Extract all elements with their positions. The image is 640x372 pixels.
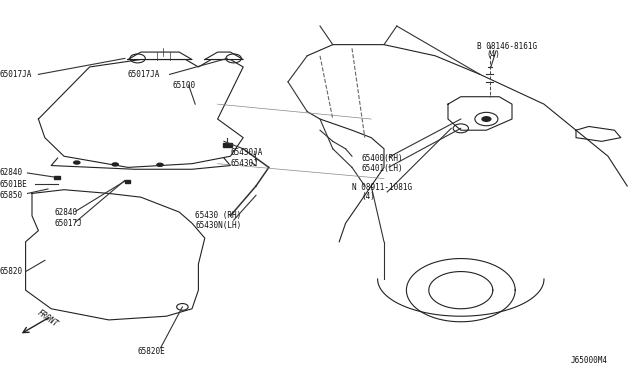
- Text: 65820E: 65820E: [138, 347, 165, 356]
- Text: (4): (4): [362, 192, 376, 201]
- Polygon shape: [54, 176, 60, 179]
- Circle shape: [111, 162, 119, 167]
- Circle shape: [481, 116, 492, 122]
- Text: FRONT: FRONT: [35, 309, 60, 329]
- Text: 65100: 65100: [173, 81, 196, 90]
- Text: 65401(LH): 65401(LH): [362, 164, 403, 173]
- Circle shape: [73, 160, 81, 165]
- Text: 65430N(LH): 65430N(LH): [195, 221, 241, 230]
- Polygon shape: [125, 180, 130, 183]
- Text: 65017JA: 65017JA: [0, 70, 33, 79]
- Text: 65017J: 65017J: [54, 219, 82, 228]
- Text: 65400(RH): 65400(RH): [362, 154, 403, 163]
- Text: 65850: 65850: [0, 191, 23, 200]
- Text: 6501BE: 6501BE: [0, 180, 28, 189]
- Text: 65430 (RH): 65430 (RH): [195, 211, 241, 220]
- Text: B 08146-8161G: B 08146-8161G: [477, 42, 537, 51]
- Text: 65017JA: 65017JA: [128, 70, 161, 79]
- Text: 65820: 65820: [0, 267, 23, 276]
- Text: N 08911-1081G: N 08911-1081G: [352, 183, 412, 192]
- Circle shape: [156, 163, 164, 167]
- Text: 65430J: 65430J: [230, 159, 258, 168]
- Text: J65000M4: J65000M4: [571, 356, 608, 365]
- Text: 62840: 62840: [54, 208, 77, 217]
- Polygon shape: [223, 143, 232, 147]
- Text: 65430JA: 65430JA: [230, 148, 263, 157]
- Text: (4): (4): [486, 50, 500, 59]
- Text: 62840: 62840: [0, 169, 23, 177]
